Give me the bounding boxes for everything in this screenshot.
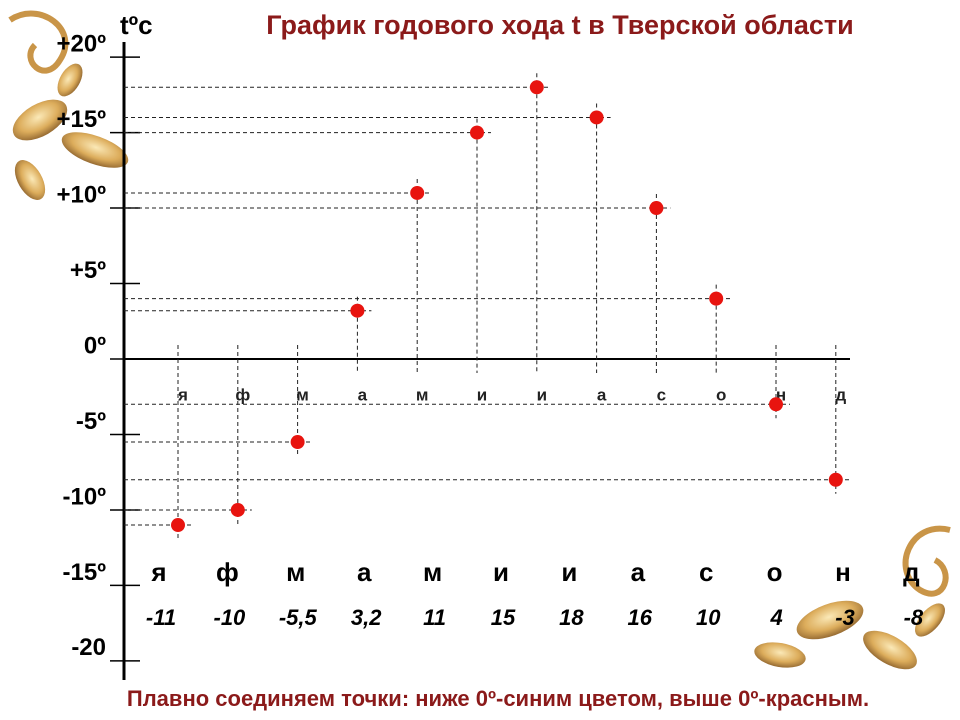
value-label: 18 <box>559 605 584 630</box>
value-label: -11 <box>146 605 176 630</box>
y-axis-label: tºс <box>120 10 153 40</box>
y-tick-label: +15º <box>57 106 107 133</box>
point <box>769 397 783 412</box>
category-label: и <box>493 557 509 587</box>
value-label: 3,2 <box>351 605 382 630</box>
point <box>230 502 245 517</box>
x-tick-label: а <box>597 385 607 404</box>
point <box>828 472 843 487</box>
category-label: м <box>423 557 442 587</box>
x-tick-label: и <box>477 385 487 404</box>
value-label: 10 <box>696 605 721 630</box>
x-tick-label: о <box>716 385 726 404</box>
point <box>589 110 604 125</box>
category-label: о <box>767 557 783 587</box>
point <box>529 80 544 95</box>
point <box>470 125 484 140</box>
point <box>709 291 724 306</box>
y-tick-label: -5º <box>76 408 106 435</box>
x-tick-label: ф <box>235 385 250 404</box>
value-label: -3 <box>835 605 855 630</box>
x-tick-label: м <box>296 385 309 404</box>
category-label: а <box>357 557 372 587</box>
y-tick-label: -15º <box>63 559 107 586</box>
x-tick-label: с <box>657 385 666 404</box>
x-tick-label: и <box>537 385 547 404</box>
value-label: 16 <box>628 605 653 630</box>
category-label: с <box>699 557 713 587</box>
value-label: 15 <box>491 605 516 630</box>
y-tick-label: -20 <box>71 634 106 661</box>
x-tick-label: н <box>776 385 786 404</box>
category-label: я <box>150 557 166 587</box>
category-label: а <box>631 557 646 587</box>
category-label: и <box>561 557 577 587</box>
category-label: н <box>835 557 851 587</box>
value-label: -8 <box>904 605 924 630</box>
point <box>350 303 365 318</box>
value-label: 4 <box>769 605 782 630</box>
point <box>410 185 425 200</box>
point <box>290 435 305 450</box>
y-tick-label: 0º <box>84 332 106 359</box>
y-tick-label: +10º <box>57 181 107 208</box>
category-label: д <box>903 557 920 587</box>
value-label: 11 <box>423 605 446 630</box>
ornament-bottom-right <box>754 525 951 670</box>
x-tick-label: д <box>835 385 846 404</box>
y-tick-label: +20º <box>57 30 107 57</box>
category-label: м <box>286 557 305 587</box>
value-label: -5,5 <box>279 605 318 630</box>
y-tick-label: -10º <box>63 483 107 510</box>
x-tick-label: я <box>177 385 188 404</box>
value-label: -10 <box>214 605 247 630</box>
y-tick-label: +5º <box>70 257 106 284</box>
annotation: Плавно соединяем точки: ниже 0º-синим цв… <box>127 686 869 711</box>
point <box>649 201 664 216</box>
chart-title: График годового хода t в Тверской област… <box>266 10 854 40</box>
category-label: ф <box>216 557 239 587</box>
x-tick-label: м <box>416 385 429 404</box>
x-tick-label: а <box>358 385 368 404</box>
ornament-top-left <box>8 10 129 200</box>
point <box>171 518 185 533</box>
